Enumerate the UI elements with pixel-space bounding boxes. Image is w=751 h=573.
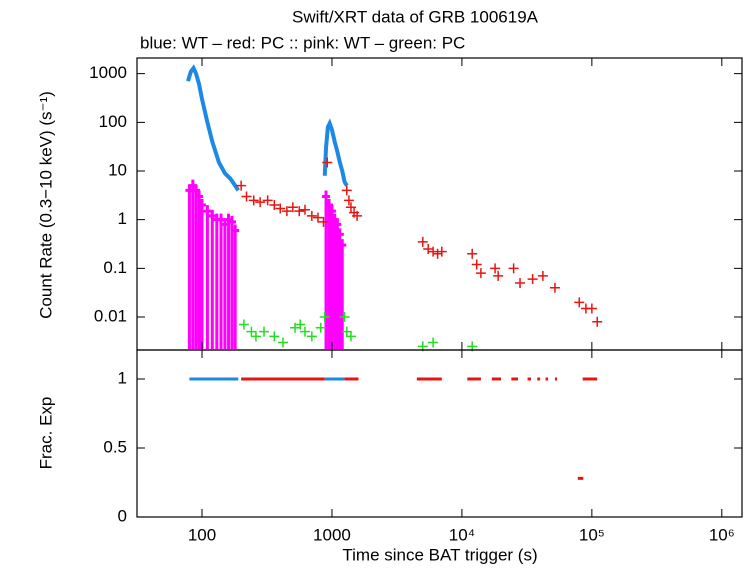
data-point xyxy=(345,202,356,213)
data-point xyxy=(325,199,334,349)
data-point xyxy=(471,259,482,270)
x-tick-label: 10⁵ xyxy=(579,525,605,544)
data-point xyxy=(333,218,342,349)
data-point xyxy=(275,203,286,214)
data-point xyxy=(335,228,344,349)
data-point xyxy=(290,322,301,333)
y-tick-label: 1 xyxy=(118,209,127,228)
data-point xyxy=(428,337,439,348)
y-tick-label: 0.5 xyxy=(103,437,127,456)
data-point xyxy=(299,326,310,337)
data-point xyxy=(515,277,526,288)
data-point xyxy=(306,331,317,342)
data-point xyxy=(322,157,333,168)
y-tick-label: 100 xyxy=(99,112,127,131)
data-point xyxy=(327,205,336,349)
data-point xyxy=(586,303,597,314)
data-point xyxy=(339,312,350,323)
data-point xyxy=(322,190,331,349)
chart-title: Swift/XRT data of GRB 100619A xyxy=(292,7,539,26)
y-tick-label: 0 xyxy=(118,506,127,525)
y-axis-label: Frac. Exp xyxy=(36,397,55,470)
data-point xyxy=(341,185,352,196)
data-point xyxy=(248,195,259,206)
y-tick-label: 0.1 xyxy=(103,258,127,277)
data-point xyxy=(299,204,310,215)
data-point xyxy=(306,210,317,221)
x-tick-label: 1000 xyxy=(313,525,351,544)
data-point xyxy=(527,274,538,285)
data-point xyxy=(432,248,443,259)
data-point xyxy=(278,337,289,348)
data-point xyxy=(198,199,207,349)
data-point xyxy=(428,246,439,257)
chart-subtitle: blue: WT – red: PC :: pink: WT – green: … xyxy=(140,33,465,52)
data-point xyxy=(231,224,240,349)
data-point xyxy=(259,326,270,337)
data-point xyxy=(238,319,249,330)
data-point xyxy=(246,326,257,337)
data-point xyxy=(250,331,261,342)
x-tick-label: 100 xyxy=(188,525,216,544)
data-point xyxy=(352,210,363,221)
data-point xyxy=(417,236,428,247)
y-tick-label: 10 xyxy=(108,160,127,179)
data-point xyxy=(227,215,236,349)
data-point xyxy=(318,216,329,227)
x-tick-label: 10⁴ xyxy=(449,525,475,544)
data-point xyxy=(281,206,292,217)
plot-frame xyxy=(136,349,743,518)
data-point xyxy=(241,191,252,202)
data-point xyxy=(319,312,330,323)
y-axis-label: Count Rate (0.3−10 keV) (s⁻¹) xyxy=(36,91,55,319)
data-point xyxy=(269,200,280,211)
data-point xyxy=(287,202,298,213)
data-point xyxy=(195,190,204,349)
data-point xyxy=(343,195,354,206)
data-point xyxy=(490,263,501,274)
data-point xyxy=(294,206,305,217)
data-point xyxy=(467,248,478,259)
data-point xyxy=(537,270,548,281)
data-point xyxy=(475,268,486,279)
data-line xyxy=(186,64,349,192)
data-point xyxy=(255,197,266,208)
data-point xyxy=(269,331,280,342)
x-tick-label: 10⁶ xyxy=(709,525,735,544)
data-point xyxy=(345,331,356,342)
data-point xyxy=(436,246,447,257)
data-point xyxy=(574,297,585,308)
data-point xyxy=(295,319,306,330)
y-tick-label: 0.01 xyxy=(94,306,127,325)
x-axis-label: Time since BAT trigger (s) xyxy=(342,545,537,564)
data-point xyxy=(262,195,273,206)
data-point xyxy=(592,316,603,327)
data-point xyxy=(315,322,326,333)
data-point xyxy=(423,243,434,254)
data-point xyxy=(549,282,560,293)
data-point xyxy=(203,205,212,349)
y-tick-label: 1 xyxy=(118,368,127,387)
y-tick-label: 1000 xyxy=(89,63,127,82)
data-point xyxy=(493,270,504,281)
data-point xyxy=(341,326,352,337)
data-point xyxy=(338,239,347,349)
data-point xyxy=(312,212,323,223)
data-point xyxy=(508,263,519,274)
data-point xyxy=(192,184,201,349)
data-point xyxy=(236,180,247,191)
data-point xyxy=(208,209,217,349)
